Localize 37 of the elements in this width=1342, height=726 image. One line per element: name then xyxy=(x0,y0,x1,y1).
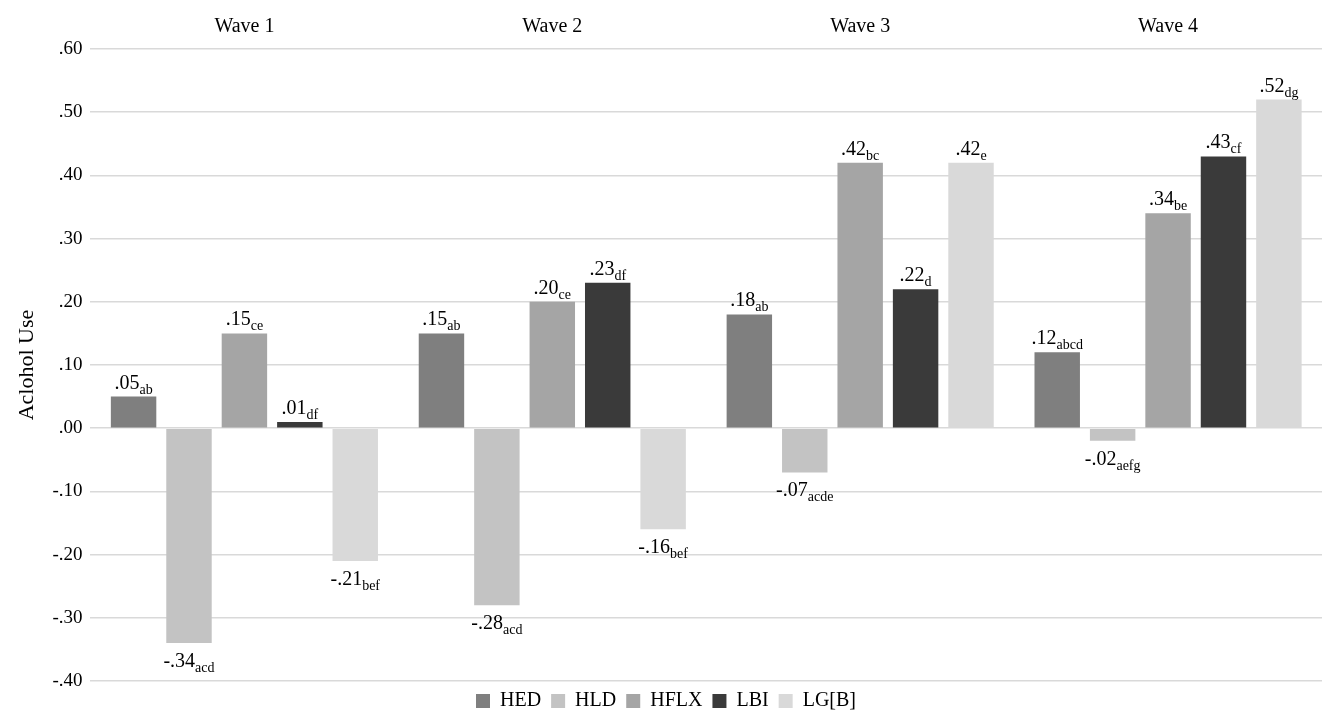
bar xyxy=(277,421,323,428)
x-tick-label: Wave 2 xyxy=(522,14,583,37)
bar xyxy=(529,301,576,428)
bar xyxy=(1034,352,1080,428)
y-tick-label: .10 xyxy=(58,352,83,374)
y-tick-label: .30 xyxy=(58,226,83,248)
bar xyxy=(221,333,268,428)
y-tick-label: -.20 xyxy=(52,542,83,564)
legend-label: LG[B] xyxy=(802,688,856,711)
x-tick-label: Wave 1 xyxy=(214,14,275,37)
bar xyxy=(1089,428,1136,441)
legend-label: HED xyxy=(500,688,542,711)
bar xyxy=(892,289,939,428)
y-tick-label: .60 xyxy=(58,36,83,58)
bar xyxy=(585,282,631,428)
y-tick-label: -.30 xyxy=(52,605,83,627)
bar xyxy=(166,428,212,644)
bar xyxy=(1145,213,1191,428)
y-tick-label: .00 xyxy=(58,416,83,438)
bar xyxy=(726,314,773,428)
x-tick-label: Wave 3 xyxy=(830,14,891,37)
bar xyxy=(837,162,883,428)
y-tick-label: .40 xyxy=(58,163,83,185)
bar xyxy=(418,333,465,428)
y-tick-label: .20 xyxy=(58,289,83,311)
x-tick-label: Wave 4 xyxy=(1138,14,1199,37)
bar xyxy=(782,428,828,473)
bar xyxy=(1200,156,1247,428)
bar xyxy=(474,428,520,606)
y-axis-title: Aclohol Use xyxy=(12,309,38,421)
bar xyxy=(110,396,157,428)
y-tick-label: .50 xyxy=(58,100,83,122)
legend-label: HLD xyxy=(575,688,617,711)
legend-label: HFLX xyxy=(650,688,703,711)
legend-label: LBI xyxy=(736,688,769,711)
y-tick-label: -.10 xyxy=(52,479,83,501)
y-tick-label: -.40 xyxy=(52,668,83,690)
